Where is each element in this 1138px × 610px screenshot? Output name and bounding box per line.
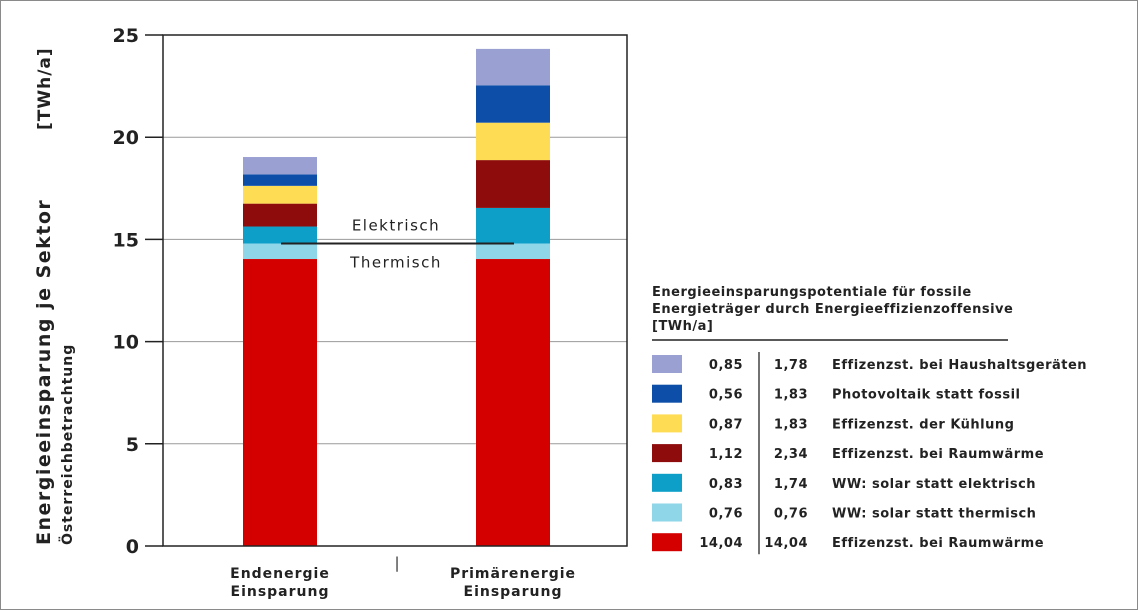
bar-segment [243,185,317,204]
x-tick-label: Primärenergie [450,566,576,582]
legend-value-primary: 1,78 [774,358,808,373]
legend-value-primary: 0,76 [774,507,808,522]
y-tick-label: 5 [126,434,139,456]
x-tick-label: Einsparung [464,584,563,600]
y-axis-label: Energieeinsparung je Sektor [33,199,55,545]
legend-value-end: 0,87 [709,417,743,432]
legend-value-end: 0,76 [709,507,743,522]
legend-value-end: 14,04 [699,536,743,551]
legend-value-primary: 1,74 [774,477,808,492]
y-axis-unit: [TWh/a] [35,47,55,130]
annotation-thermisch: Thermisch [349,253,442,271]
bar-segment [243,157,317,175]
bar-segment [476,207,550,244]
legend-title: Energieträger durch Energieeffizienzoffe… [652,302,1013,317]
legend-value-primary: 2,34 [774,447,808,462]
legend-title: Energieeinsparungspotentiale für fossile [652,285,972,300]
legend-label: Effizenzst. bei Haushaltsgeräten [832,358,1087,373]
legend-label: WW: solar statt thermisch [832,507,1036,522]
bar-segment [243,243,317,260]
legend-swatch [652,384,682,403]
legend-label: Effizenzst. bei Raumwärme [832,536,1044,551]
bar-segment [243,226,317,244]
legend-label: Photovoltaik statt fossil [832,388,1021,403]
legend-swatch [652,355,682,373]
legend-swatch [652,444,682,463]
bar-segment [476,160,550,208]
legend-value-primary: 14,04 [764,536,808,551]
y-tick-label: 25 [113,25,139,47]
y-tick-label: 0 [126,536,139,558]
y-tick-label: 10 [113,332,139,354]
bars [243,48,550,546]
legend: Energieeinsparungspotentiale für fossile… [652,285,1087,555]
y-tick-label: 20 [113,127,139,149]
legend-value-end: 1,12 [709,447,743,462]
y-axis-sublabel: Österreichbetrachtung [58,344,76,545]
legend-label: Effizenzst. bei Raumwärme [832,447,1044,462]
legend-value-end: 0,83 [709,477,743,492]
plot-frame [162,34,628,547]
bar-segment [243,203,317,227]
legend-value-primary: 1,83 [774,417,808,432]
bar-segment [476,85,550,123]
grid-lines [163,136,627,445]
legend-value-end: 0,56 [709,388,743,403]
bar-segment [476,259,550,546]
bar-segment [476,243,550,260]
x-tick-label: Endenergie [230,566,330,582]
bar-segment [243,174,317,186]
legend-swatch [652,533,682,552]
legend-swatch [652,473,682,492]
x-tick-label: Einsparung [231,584,330,600]
category-separator: | [394,554,399,572]
legend-value-primary: 1,83 [774,388,808,403]
bar-segment [476,48,550,86]
legend-swatch [652,503,682,522]
legend-value-end: 0,85 [709,358,743,373]
bar-segment [476,122,550,161]
legend-label: WW: solar statt elektrisch [832,477,1036,492]
legend-label: Effizenzst. der Kühlung [832,417,1014,432]
bar-segment [243,259,317,546]
legend-swatch [652,414,682,433]
annotations: Elektrisch Thermisch [281,216,514,271]
y-tick-label: 15 [113,229,139,251]
axes: 0 5 10 15 20 25 Energieeinsparung je Sektor Öst… [33,25,628,600]
legend-title: [TWh/a] [652,319,713,334]
annotation-elektrisch: Elektrisch [352,216,440,234]
